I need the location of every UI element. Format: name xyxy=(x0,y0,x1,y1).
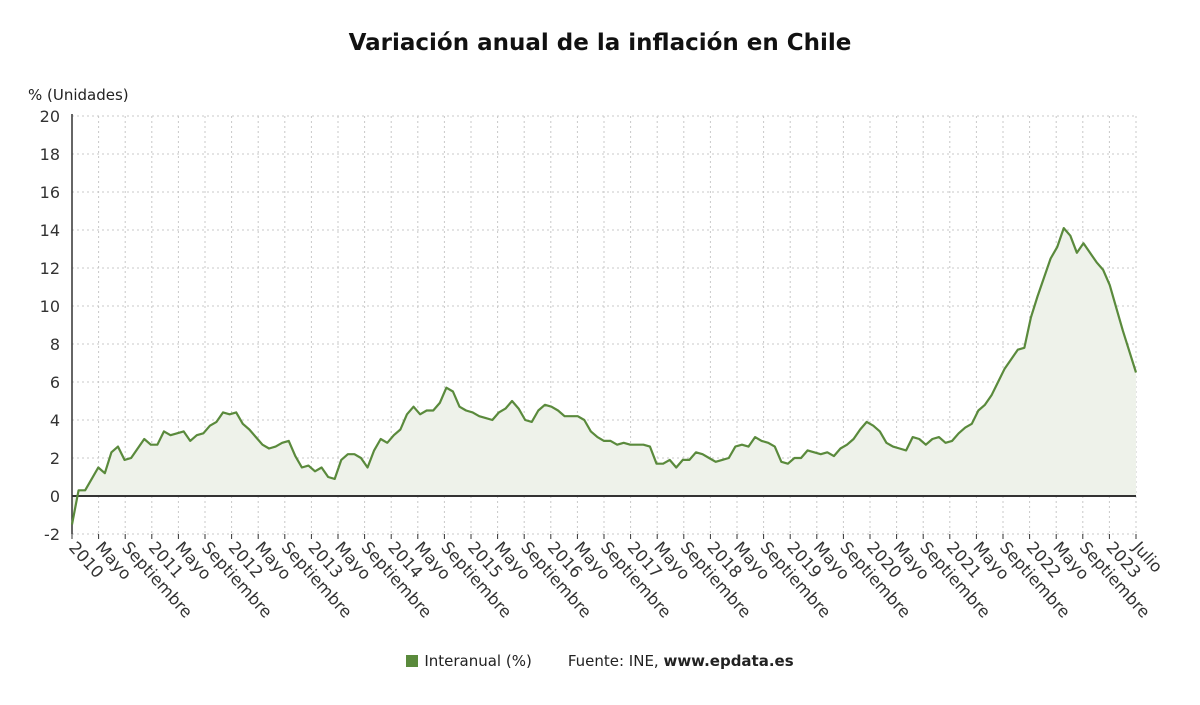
legend-swatch xyxy=(406,655,419,667)
source-site: www.epdata.es xyxy=(663,652,794,670)
legend-item-interanual[interactable]: Interanual (%) xyxy=(406,652,532,670)
y-tick-label: 4 xyxy=(50,411,60,430)
y-tick-label: 2 xyxy=(50,449,60,468)
x-tick-labels: 2010MayoSeptiembre2011MayoSeptiembre2012… xyxy=(65,537,1166,621)
chart-plot: -2 0 2 4 6 8 10 12 14 16 18 20 2010MayoSeptiembre20… xyxy=(40,107,1167,622)
y-tick-label: 6 xyxy=(50,373,60,392)
y-tick-label: 14 xyxy=(40,221,60,240)
y-tick-label: -2 xyxy=(44,525,60,544)
chart-title: Variación anual de la inflación en Chile xyxy=(348,30,852,56)
y-tick-label: 18 xyxy=(40,145,60,164)
y-tick-labels: -2 0 2 4 6 8 10 12 14 16 18 20 xyxy=(40,107,60,544)
source-credit: Fuente: INE, www.epdata.es xyxy=(568,652,794,670)
y-tick-label: 10 xyxy=(40,297,60,316)
y-tick-label: 16 xyxy=(40,183,60,202)
source-prefix: Fuente: INE, xyxy=(567,652,664,670)
legend: Interanual (%) Fuente: INE, www.epdata.e… xyxy=(0,652,1200,670)
y-tick-label: 8 xyxy=(50,335,60,354)
series-area-fill xyxy=(72,228,1136,525)
y-tick-label: 0 xyxy=(50,487,60,506)
y-tick-label: 12 xyxy=(40,259,60,278)
axes xyxy=(71,114,1137,539)
legend-label: Interanual (%) xyxy=(424,652,532,670)
y-axis-unit-label: % (Unidades) xyxy=(28,86,129,104)
y-tick-label: 20 xyxy=(40,107,60,126)
series-line-interanual xyxy=(70,227,1138,525)
